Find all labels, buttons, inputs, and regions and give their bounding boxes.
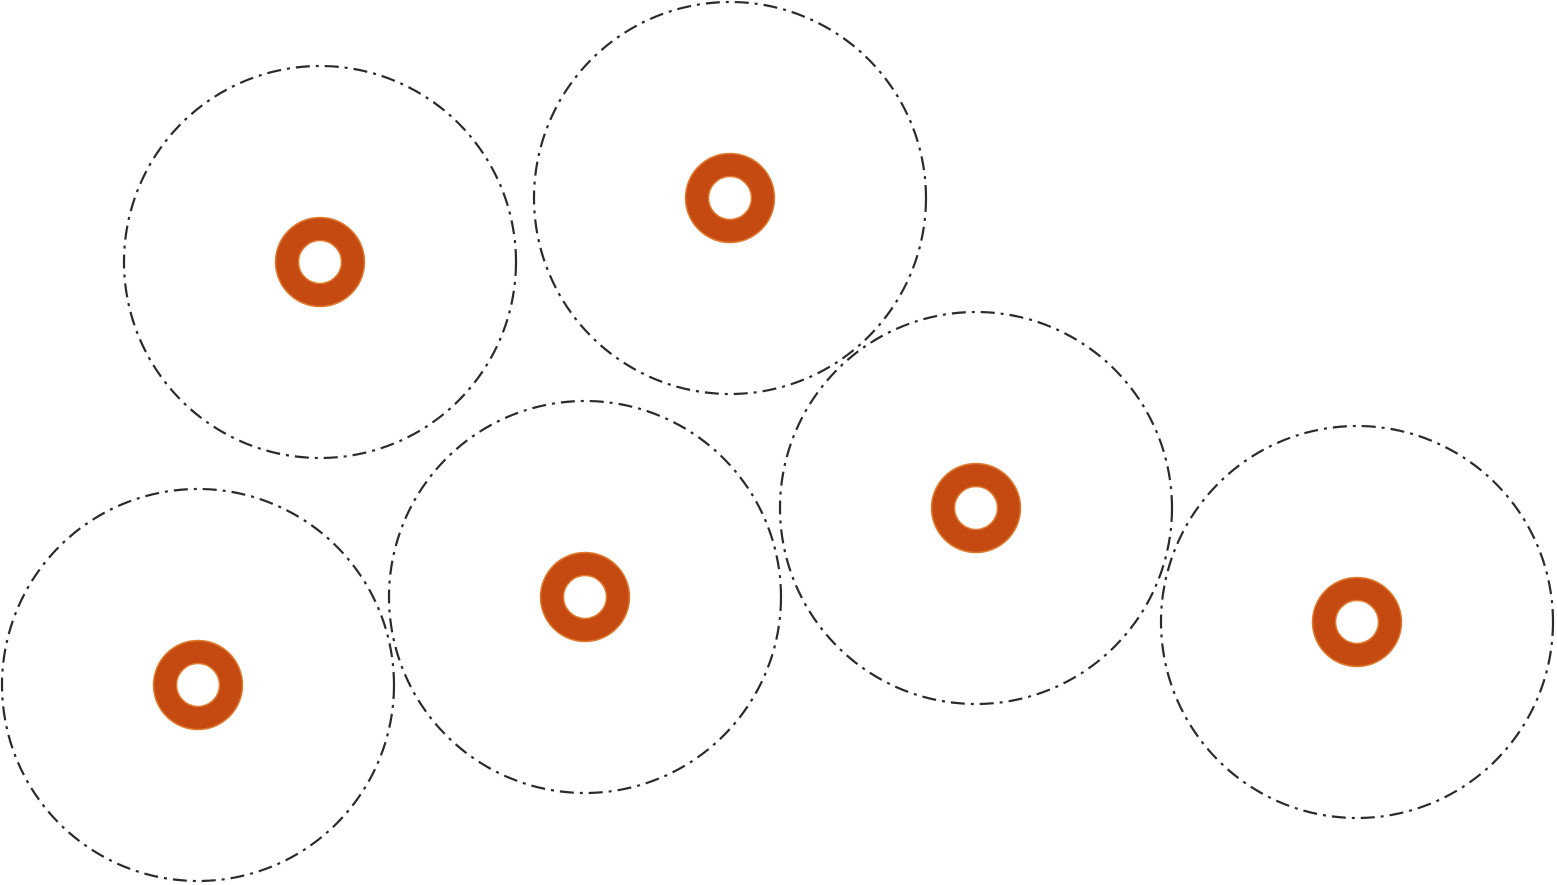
ring-marker-inner-edge — [175, 662, 221, 708]
ring-marker-icon — [540, 552, 630, 642]
ring-marker-outer-edge — [152, 639, 244, 731]
coverage-zone-4 — [387, 399, 783, 795]
ring-marker-inner-edge — [297, 239, 343, 285]
ring-marker-inner-edge — [1334, 599, 1380, 645]
coverage-zone-6 — [1159, 424, 1555, 820]
ring-marker-outer-edge — [274, 216, 366, 308]
ring-marker-outer-edge — [684, 152, 776, 244]
coverage-zone-2 — [532, 0, 928, 396]
coverage-zone-3 — [778, 310, 1174, 706]
ring-marker-1 — [274, 216, 366, 308]
ring-marker-inner-edge — [953, 485, 999, 531]
ring-marker-icon — [1312, 577, 1402, 667]
coverage-zone-1 — [122, 64, 518, 460]
ring-marker-3 — [930, 462, 1022, 554]
ring-marker-icon — [931, 463, 1021, 553]
ring-marker-icon — [153, 640, 243, 730]
coverage-zone-5 — [0, 487, 396, 883]
ring-marker-outer-edge — [1311, 576, 1403, 668]
ring-marker-icon — [275, 217, 365, 307]
ring-marker-outer-edge — [539, 551, 631, 643]
ring-marker-6 — [1311, 576, 1403, 668]
ring-marker-inner-edge — [707, 175, 753, 221]
ring-marker-inner-edge — [562, 574, 608, 620]
ring-markers — [152, 152, 1403, 731]
ring-marker-icon — [685, 153, 775, 243]
ring-marker-4 — [539, 551, 631, 643]
ring-marker-2 — [684, 152, 776, 244]
ring-marker-outer-edge — [930, 462, 1022, 554]
ring-marker-5 — [152, 639, 244, 731]
